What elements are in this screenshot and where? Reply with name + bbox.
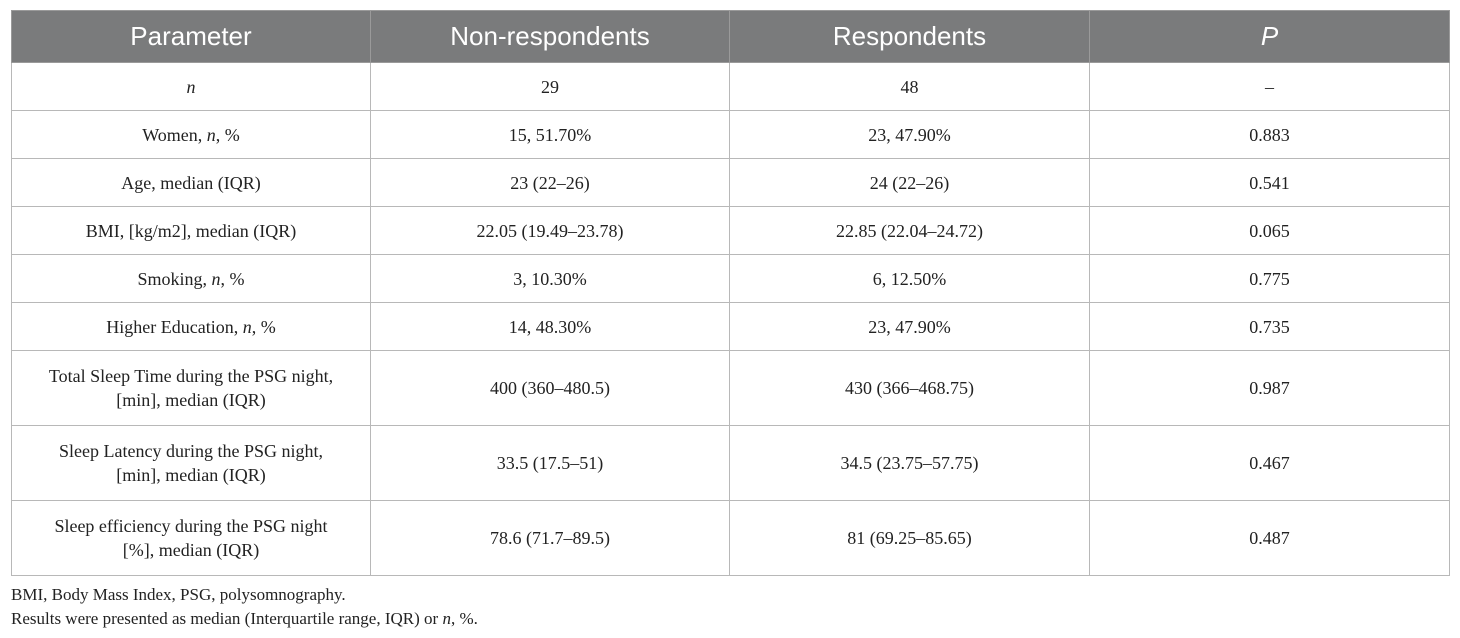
row-non-respondents: 400 (360–480.5) <box>370 350 730 426</box>
row-p-value: 0.065 <box>1089 206 1450 255</box>
row-p-value: 0.883 <box>1089 110 1450 159</box>
row-parameter: BMI, [kg/m2], median (IQR) <box>11 206 371 255</box>
row-respondents: 6, 12.50% <box>729 254 1090 303</box>
row-p-value: 0.467 <box>1089 425 1450 501</box>
row-parameter: n <box>11 62 371 111</box>
row-p-value: 0.541 <box>1089 158 1450 207</box>
row-p-value: 0.487 <box>1089 500 1450 576</box>
table-row: n 29 48 – <box>11 62 1450 111</box>
header-row: Parameter Non-respondents Respondents P <box>11 10 1450 63</box>
row-non-respondents: 23 (22–26) <box>370 158 730 207</box>
table-row: BMI, [kg/m2], median (IQR) 22.05 (19.49–… <box>11 206 1450 255</box>
row-parameter: Total Sleep Time during the PSG night, [m… <box>11 350 371 426</box>
row-parameter: Age, median (IQR) <box>11 158 371 207</box>
header-p-value: P <box>1089 10 1450 63</box>
row-non-respondents: 29 <box>370 62 730 111</box>
table-footnotes: BMI, Body Mass Index, PSG, polysomnograp… <box>11 583 478 631</box>
row-p-value: – <box>1089 62 1450 111</box>
row-respondents: 24 (22–26) <box>729 158 1090 207</box>
table-row: Sleep efficiency during the PSG night [%]… <box>11 500 1450 576</box>
row-parameter: Sleep efficiency during the PSG night [%]… <box>11 500 371 576</box>
row-respondents: 48 <box>729 62 1090 111</box>
row-parameter: Women, n, % <box>11 110 371 159</box>
row-non-respondents: 3, 10.30% <box>370 254 730 303</box>
row-non-respondents: 15, 51.70% <box>370 110 730 159</box>
header-respondents: Respondents <box>729 10 1090 63</box>
row-non-respondents: 33.5 (17.5–51) <box>370 425 730 501</box>
table-row: Higher Education, n, % 14, 48.30% 23, 47… <box>11 302 1450 351</box>
row-respondents: 430 (366–468.75) <box>729 350 1090 426</box>
row-non-respondents: 14, 48.30% <box>370 302 730 351</box>
results-table: Parameter Non-respondents Respondents P … <box>11 10 1450 576</box>
row-non-respondents: 22.05 (19.49–23.78) <box>370 206 730 255</box>
row-p-value: 0.775 <box>1089 254 1450 303</box>
footnote-abbreviations: BMI, Body Mass Index, PSG, polysomnograp… <box>11 585 346 604</box>
row-parameter: Smoking, n, % <box>11 254 371 303</box>
row-respondents: 34.5 (23.75–57.75) <box>729 425 1090 501</box>
row-p-value: 0.987 <box>1089 350 1450 426</box>
row-parameter: Sleep Latency during the PSG night, [min]… <box>11 425 371 501</box>
row-parameter: Higher Education, n, % <box>11 302 371 351</box>
row-respondents: 22.85 (22.04–24.72) <box>729 206 1090 255</box>
row-respondents: 81 (69.25–85.65) <box>729 500 1090 576</box>
footnote-results-format: Results were presented as median (Interq… <box>11 609 478 628</box>
table-row: Sleep Latency during the PSG night, [min]… <box>11 425 1450 501</box>
table-row: Age, median (IQR) 23 (22–26) 24 (22–26) … <box>11 158 1450 207</box>
header-parameter: Parameter <box>11 10 371 63</box>
row-non-respondents: 78.6 (71.7–89.5) <box>370 500 730 576</box>
table-row: Total Sleep Time during the PSG night, [m… <box>11 350 1450 426</box>
header-non-respondents: Non-respondents <box>370 10 730 63</box>
row-p-value: 0.735 <box>1089 302 1450 351</box>
table-row: Women, n, % 15, 51.70% 23, 47.90% 0.883 <box>11 110 1450 159</box>
table-row: Smoking, n, % 3, 10.30% 6, 12.50% 0.775 <box>11 254 1450 303</box>
row-respondents: 23, 47.90% <box>729 302 1090 351</box>
row-respondents: 23, 47.90% <box>729 110 1090 159</box>
